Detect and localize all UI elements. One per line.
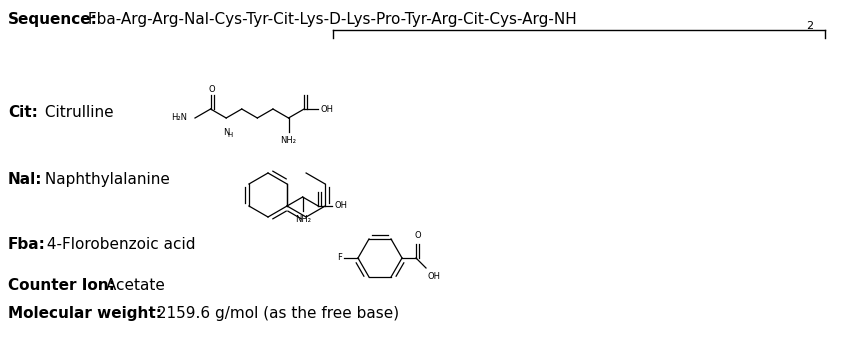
Text: F: F: [337, 254, 342, 262]
Text: Acetate: Acetate: [101, 278, 165, 293]
Text: Sequence:: Sequence:: [8, 12, 98, 27]
Text: 2: 2: [806, 21, 813, 31]
Text: Citrulline: Citrulline: [40, 105, 113, 120]
Text: Counter Ion:: Counter Ion:: [8, 278, 115, 293]
Text: Cit:: Cit:: [8, 105, 38, 120]
Text: H: H: [227, 132, 233, 138]
Text: Fba:: Fba:: [8, 237, 45, 252]
Text: OH: OH: [320, 104, 333, 114]
Text: NH₂: NH₂: [281, 136, 297, 145]
Text: H₂N: H₂N: [171, 114, 187, 122]
Text: Naphthylalanine: Naphthylalanine: [40, 172, 170, 187]
Text: Fba-Arg-Arg-Nal-Cys-Tyr-Cit-Lys-D-Lys-Pro-Tyr-Arg-Cit-Cys-Arg-NH: Fba-Arg-Arg-Nal-Cys-Tyr-Cit-Lys-D-Lys-Pr…: [83, 12, 577, 27]
Text: Molecular weight:: Molecular weight:: [8, 306, 162, 321]
Text: O: O: [208, 85, 215, 95]
Text: 4-Florobenzoic acid: 4-Florobenzoic acid: [42, 237, 196, 252]
Text: O: O: [414, 231, 420, 240]
Text: N: N: [223, 128, 229, 137]
Text: Nal:: Nal:: [8, 172, 43, 187]
Text: NH₂: NH₂: [294, 215, 311, 224]
Text: 2159.6 g/mol (as the free base): 2159.6 g/mol (as the free base): [152, 306, 399, 321]
Text: OH: OH: [335, 202, 347, 210]
Text: OH: OH: [428, 272, 441, 281]
